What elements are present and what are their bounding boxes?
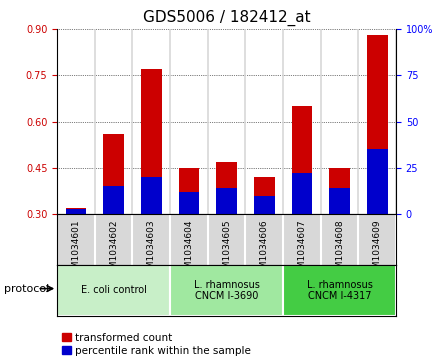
- Bar: [254, 196, 275, 214]
- Bar: [367, 150, 388, 214]
- Text: GSM1034604: GSM1034604: [184, 219, 194, 280]
- Bar: [141, 69, 161, 214]
- Text: GSM1034605: GSM1034605: [222, 219, 231, 280]
- Text: GSM1034609: GSM1034609: [373, 219, 381, 280]
- Text: L. rhamnosus
CNCM I-4317: L. rhamnosus CNCM I-4317: [307, 280, 373, 301]
- Text: GSM1034601: GSM1034601: [72, 219, 81, 280]
- Bar: [170, 265, 283, 316]
- Bar: [292, 106, 312, 214]
- Bar: [292, 174, 312, 214]
- Bar: [329, 168, 350, 214]
- Bar: [254, 177, 275, 214]
- Bar: [66, 208, 86, 214]
- Text: GSM1034608: GSM1034608: [335, 219, 344, 280]
- Bar: [66, 209, 86, 214]
- Bar: [103, 187, 124, 214]
- Bar: [283, 265, 396, 316]
- Text: GSM1034602: GSM1034602: [109, 219, 118, 280]
- Bar: [216, 188, 237, 214]
- Bar: [179, 192, 199, 214]
- Bar: [367, 35, 388, 214]
- Text: GSM1034603: GSM1034603: [147, 219, 156, 280]
- Text: L. rhamnosus
CNCM I-3690: L. rhamnosus CNCM I-3690: [194, 280, 260, 301]
- Text: protocol: protocol: [4, 284, 50, 294]
- Bar: [103, 134, 124, 214]
- Legend: transformed count, percentile rank within the sample: transformed count, percentile rank withi…: [62, 333, 251, 356]
- Bar: [57, 265, 170, 316]
- Bar: [179, 168, 199, 214]
- Text: GSM1034607: GSM1034607: [297, 219, 306, 280]
- Bar: [216, 162, 237, 214]
- Text: E. coli control: E. coli control: [81, 285, 147, 295]
- Bar: [329, 188, 350, 214]
- Text: GSM1034606: GSM1034606: [260, 219, 269, 280]
- Title: GDS5006 / 182412_at: GDS5006 / 182412_at: [143, 10, 310, 26]
- Bar: [141, 177, 161, 214]
